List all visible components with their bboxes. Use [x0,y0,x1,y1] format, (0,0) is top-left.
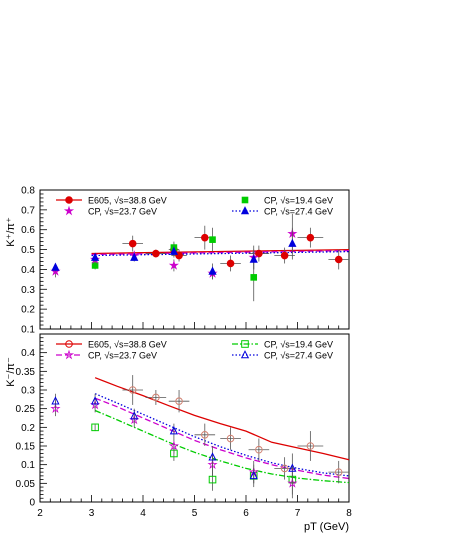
panel-top: 0.1 0.2 0.3 0.4 0.5 0.6 0.7 0.8 K⁺/π⁺ E605, √s=38… [5,186,350,336]
y-tick-label: 0.7 [21,205,35,216]
x-tick-label: 3 [89,508,95,519]
y-tick-label: 0.5 [21,245,35,256]
y-tick-label: 0.35 [16,367,36,378]
series [51,393,297,488]
y-tick-label: 0.25 [16,404,36,415]
model-curve [94,393,350,477]
data-point [334,255,343,264]
data-point [288,463,297,472]
series [122,375,349,484]
y-tick-label: 0.2 [21,423,35,434]
data-point [208,266,217,275]
data-point [91,423,99,432]
legend-label: CP, √s=19.4 GeV [264,340,333,350]
legend-marker [65,196,73,204]
y-tick-label: 0.6 [21,225,35,236]
data-point [169,426,179,435]
legend-label: E605, √s=38.8 GeV [88,196,167,206]
y-axis-label: K⁻/π⁻ [5,357,17,387]
data-point [208,452,217,461]
data-point [249,254,258,263]
legend-label: CP, √s=27.4 GeV [264,351,333,361]
legend-marker [63,349,75,360]
model-curve [94,397,350,480]
y-tick-label: 0.4 [21,265,35,276]
legend-marker [241,196,249,204]
data-point [175,397,183,406]
legend-label: CP, √s=27.4 GeV [264,207,333,217]
data-point [51,262,60,271]
x-axis-label: pT (GeV) [304,521,349,533]
data-point [130,252,139,261]
data-point [306,233,315,242]
data-point [201,233,209,242]
data-point [208,475,217,484]
data-point [250,274,258,281]
y-tick-label: 0.3 [21,285,35,296]
data-point [152,393,160,402]
x-tick-label: 2 [37,508,43,519]
data-point [249,470,258,480]
panel-bottom: 0 0.05 0.1 0.15 0.2 0.25 0.3 0.35 0.4 2 3 4 5 6 7 8 K⁻/π… [5,333,352,533]
data-point [130,411,139,420]
data-point [288,238,297,247]
data-point [51,396,60,405]
x-tick-label: 5 [192,508,198,519]
y-tick-label: 0.05 [16,479,36,490]
data-point [201,431,209,439]
legend-marker [65,340,73,348]
x-tick-label: 8 [346,508,352,519]
y-tick-label: 0 [29,498,35,509]
legend-label: CP, √s=23.7 GeV [88,351,157,361]
y-tick-label: 0.1 [21,460,35,471]
legend-label: E605, √s=38.8 GeV [88,340,167,350]
data-point [280,464,289,473]
data-point [169,246,179,255]
y-tick-label: 0.1 [21,325,35,336]
legend-marker [240,350,250,359]
data-point [255,445,263,454]
series [122,225,349,272]
data-point [226,434,235,443]
data-point [90,396,100,405]
model-curve [94,409,350,484]
data-point [168,260,179,270]
x-tick-label: 4 [140,508,146,519]
data-point [50,403,61,413]
series [50,397,298,499]
data-point [226,259,235,268]
data-point [334,468,343,476]
data-point [280,251,289,260]
data-point [128,239,137,248]
legend-marker [63,205,75,216]
legend-label: CP, √s=19.4 GeV [264,196,333,206]
series [51,227,297,280]
y-axis-label: K⁺/π⁺ [5,217,17,247]
data-point [91,262,99,269]
data-point [152,249,160,258]
legend-label: CP, √s=23.7 GeV [88,207,157,217]
data-point [306,442,315,450]
x-tick-label: 6 [243,508,249,519]
legend-marker [241,340,249,348]
series [91,423,297,495]
data-point [90,252,100,261]
data-point [287,477,298,488]
x-tick-label: 7 [295,508,301,519]
data-point [255,249,263,258]
y-tick-label: 0.15 [16,442,36,453]
data-point [209,236,216,243]
data-point [168,440,179,451]
data-point [128,386,137,394]
y-tick-label: 0.3 [21,386,35,397]
y-tick-label: 0.8 [21,186,35,197]
model-curve [91,249,350,256]
y-tick-label: 0.2 [21,305,35,316]
legend-marker [240,206,250,215]
y-tick-label: 0.4 [21,348,35,359]
